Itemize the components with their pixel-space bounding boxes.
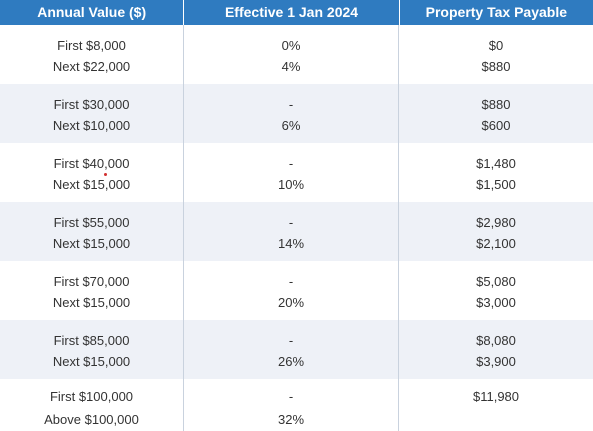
tax-line: $11,980 bbox=[472, 389, 520, 404]
table-row: First $55,000 Next $15,000 - 14% $2,980 … bbox=[0, 202, 593, 261]
annual-value-line: Next $15,000 bbox=[52, 236, 131, 251]
tax-cell: $880 $600 bbox=[399, 84, 593, 143]
rate-line: - bbox=[288, 389, 294, 404]
tax-line: $880 bbox=[481, 59, 511, 74]
annual-value-line: Next $10,000 bbox=[52, 118, 131, 133]
rate-cell: - 32% bbox=[184, 379, 399, 431]
annual-value-line: First $85,000 bbox=[53, 333, 130, 348]
annual-value-line: First $100,000 bbox=[49, 389, 134, 404]
rate-line: 10% bbox=[277, 177, 305, 192]
annual-value-line: Next $15,000 bbox=[52, 177, 131, 192]
annual-value-line: First $40,000 bbox=[53, 156, 130, 171]
annual-value-line: Next $15,000 bbox=[52, 354, 131, 369]
table-row: First $8,000 Next $22,000 0% 4% $0 $880 bbox=[0, 25, 593, 84]
rate-cell: 0% 4% bbox=[184, 25, 399, 84]
rate-cell: - 10% bbox=[184, 143, 399, 202]
annual-value-line: Next $15,000 bbox=[52, 295, 131, 310]
annual-value-line: First $30,000 bbox=[53, 97, 130, 112]
tax-cell: $11,980 bbox=[399, 379, 593, 431]
tax-line: $1,480 bbox=[476, 156, 516, 171]
table-row: First $70,000 Next $15,000 - 20% $5,080 … bbox=[0, 261, 593, 320]
tax-cell: $2,980 $2,100 bbox=[399, 202, 593, 261]
tax-line: $8,080 bbox=[476, 333, 516, 348]
rate-cell: - 26% bbox=[184, 320, 399, 379]
tax-line: $3,000 bbox=[476, 295, 516, 310]
annual-value-line: Above $100,000 bbox=[44, 412, 139, 427]
annual-value-line: First $8,000 bbox=[57, 38, 126, 53]
rate-cell: - 14% bbox=[184, 202, 399, 261]
rate-line: 26% bbox=[277, 354, 305, 369]
rate-line: - bbox=[288, 333, 294, 348]
rate-line: 6% bbox=[281, 118, 301, 133]
rate-cell: - 6% bbox=[184, 84, 399, 143]
tax-cell: $8,080 $3,900 bbox=[399, 320, 593, 379]
rate-line: 0% bbox=[281, 38, 301, 53]
table-row: First $30,000 Next $10,000 - 6% $880 $60… bbox=[0, 84, 593, 143]
table-row: First $40,000 Next $15,000 - 10% $1,480 … bbox=[0, 143, 593, 202]
annual-value-cell: First $100,000 Above $100,000 bbox=[0, 379, 184, 431]
tax-line: $3,900 bbox=[476, 354, 516, 369]
annual-value-cell: First $30,000 Next $10,000 bbox=[0, 84, 184, 143]
annual-value-cell: First $70,000 Next $15,000 bbox=[0, 261, 184, 320]
tax-line: $880 bbox=[481, 97, 511, 112]
tax-line: $2,980 bbox=[476, 215, 516, 230]
annual-value-cell: First $40,000 Next $15,000 bbox=[0, 143, 184, 202]
tax-cell: $0 $880 bbox=[399, 25, 593, 84]
tax-cell: $5,080 $3,000 bbox=[399, 261, 593, 320]
rate-line: 32% bbox=[277, 412, 305, 427]
tax-line: $5,080 bbox=[476, 274, 516, 289]
rate-line: 20% bbox=[277, 295, 305, 310]
rate-line: - bbox=[288, 156, 294, 171]
table-row: First $85,000 Next $15,000 - 26% $8,080 … bbox=[0, 320, 593, 379]
rate-line: - bbox=[288, 215, 294, 230]
tax-cell: $1,480 $1,500 bbox=[399, 143, 593, 202]
rate-line: - bbox=[288, 97, 294, 112]
tax-line: $1,500 bbox=[476, 177, 516, 192]
annual-value-cell: First $8,000 Next $22,000 bbox=[0, 25, 184, 84]
annual-value-cell: First $55,000 Next $15,000 bbox=[0, 202, 184, 261]
table-row: First $100,000 Above $100,000 - 32% $11,… bbox=[0, 379, 593, 431]
annual-value-line: First $70,000 bbox=[53, 274, 130, 289]
rate-line: 4% bbox=[281, 59, 301, 74]
annual-value-line: First $55,000 bbox=[53, 215, 130, 230]
header-annual-value: Annual Value ($) bbox=[0, 0, 185, 25]
rate-line: - bbox=[288, 274, 294, 289]
rate-cell: - 20% bbox=[184, 261, 399, 320]
header-effective-date: Effective 1 Jan 2024 bbox=[184, 0, 400, 25]
cursor-dot bbox=[104, 173, 107, 176]
tax-line: $0 bbox=[488, 38, 504, 53]
table-header: Annual Value ($) Effective 1 Jan 2024 Pr… bbox=[0, 0, 593, 25]
annual-value-cell: First $85,000 Next $15,000 bbox=[0, 320, 184, 379]
tax-line: $600 bbox=[481, 118, 511, 133]
tax-line: $2,100 bbox=[476, 236, 516, 251]
header-property-tax-payable: Property Tax Payable bbox=[425, 4, 568, 20]
annual-value-line: Next $22,000 bbox=[52, 59, 131, 74]
rate-line: 14% bbox=[277, 236, 305, 251]
